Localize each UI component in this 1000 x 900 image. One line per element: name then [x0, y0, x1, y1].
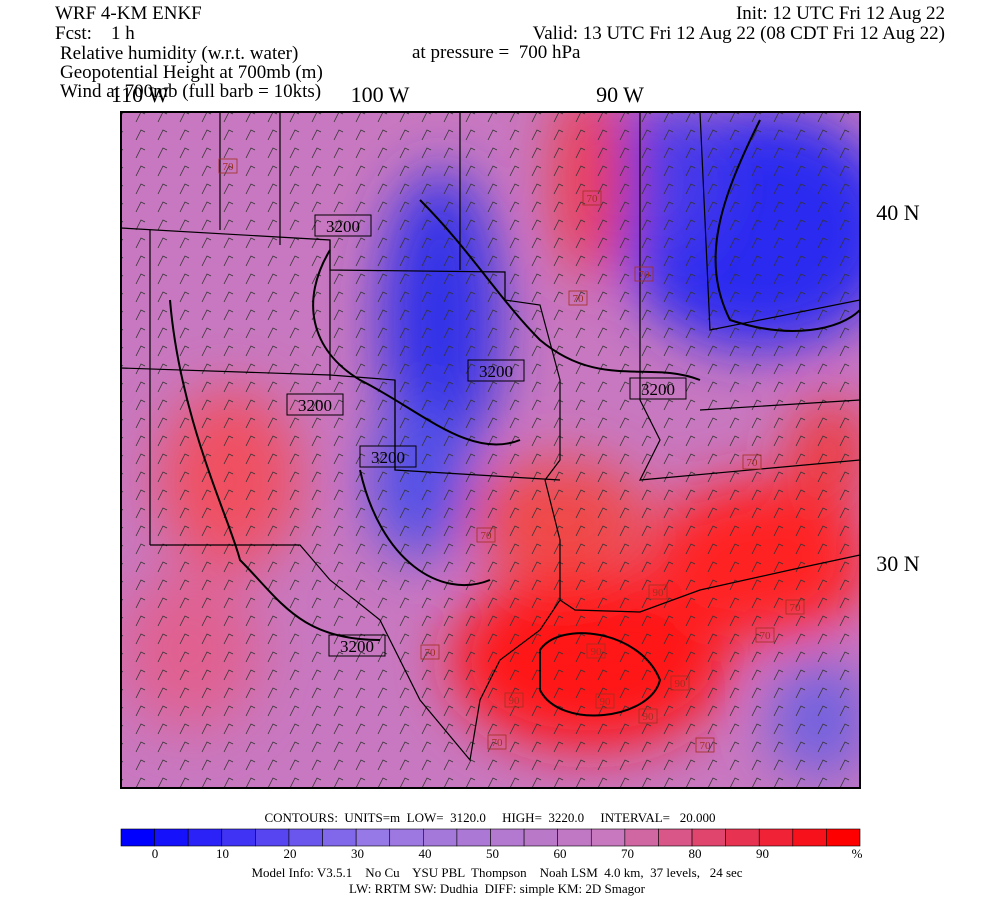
contour-label: 3200 — [326, 217, 360, 236]
contour-label: 3200 — [340, 637, 374, 656]
colorbar-swatch — [355, 828, 391, 847]
contour-label-box — [328, 634, 386, 657]
colorbar-swatch — [725, 828, 760, 847]
field-description: Geopotential Height at 700mb (m) — [60, 62, 323, 83]
field-description: Relative humidity (w.r.t. water) — [60, 43, 298, 64]
rh-label-box — [595, 693, 615, 709]
colorbar-tick-label: 60 — [554, 846, 567, 861]
rh-label-box — [742, 454, 762, 470]
longitude-label: 110 W — [111, 82, 169, 107]
longitude-label: 90 W — [596, 82, 644, 107]
rh-label: 90 — [653, 587, 665, 599]
map-frame — [120, 111, 861, 789]
rh-label-box — [487, 734, 507, 750]
rh-label-box — [218, 158, 238, 174]
rh-label: 70 — [223, 161, 235, 173]
colorbar-swatch — [624, 828, 659, 847]
rh-label: 90 — [675, 678, 687, 690]
colorbar-tick-label: 90 — [756, 846, 769, 861]
rh-label: 70 — [700, 740, 712, 752]
colorbar-swatch — [389, 828, 424, 847]
colorbar-swatch — [423, 828, 458, 847]
contour-label-box — [286, 393, 344, 416]
colorbar-tick-label: 70 — [621, 846, 634, 861]
rh-label-box — [582, 190, 602, 206]
colorbar-tick-label: 40 — [419, 846, 432, 861]
contour-label: 3200 — [641, 380, 675, 399]
colorbar-tick-label: 20 — [284, 846, 297, 861]
rh-label-box — [420, 644, 440, 660]
rh-label: 90 — [591, 646, 603, 658]
contour-label-box — [629, 377, 687, 400]
contour-info: CONTOURS: UNITS=m LOW= 3120.0 HIGH= 3220… — [264, 810, 715, 825]
rh-label: 70 — [639, 269, 651, 281]
colorbar-swatch — [758, 828, 794, 847]
colorbar-swatch — [288, 828, 323, 847]
rh-label-box — [568, 290, 588, 306]
colorbar-tick-label: 0 — [152, 846, 159, 861]
rh-label-box — [648, 584, 668, 600]
colorbar-swatch — [120, 828, 155, 847]
rh-label-box — [785, 599, 805, 615]
rh-label-box — [586, 643, 606, 659]
rh-label-box — [504, 692, 524, 708]
rh-label-box — [755, 627, 775, 643]
colorbar-tick-label: 10 — [216, 846, 229, 861]
colorbar-swatch — [490, 828, 525, 847]
model-name: WRF 4-KM ENKF — [55, 3, 202, 24]
colorbar-swatch — [221, 828, 256, 847]
colorbar-tick-label: 80 — [689, 846, 702, 861]
colorbar — [120, 828, 861, 847]
colorbar-swatch — [658, 828, 693, 847]
colorbar-swatch — [590, 828, 626, 847]
colorbar-swatch — [557, 828, 592, 847]
init-time: Init: 12 UTC Fri 12 Aug 22 — [736, 3, 945, 24]
rh-label: 70 — [481, 530, 493, 542]
model-info: Model Info: V3.5.1 No Cu YSU PBL Thompso… — [251, 865, 742, 880]
field-description: Wind at 700mb (full barb = 10kts) — [60, 81, 321, 102]
rh-label: 70 — [760, 630, 772, 642]
valid-time: Valid: 13 UTC Fri 12 Aug 22 (08 CDT Fri … — [533, 23, 945, 44]
rh-label: 90 — [600, 696, 612, 708]
latitude-label: 40 N — [876, 200, 920, 225]
colorbar-swatch — [456, 828, 491, 847]
rh-label: 70 — [587, 193, 599, 205]
rh-label: 70 — [747, 457, 759, 469]
contour-label: 3200 — [371, 448, 405, 467]
colorbar-swatch — [187, 828, 223, 847]
latitude-label: 30 N — [876, 551, 920, 576]
rh-label: 70 — [492, 737, 504, 749]
longitude-label: 100 W — [351, 82, 410, 107]
rh-label: 70 — [790, 602, 802, 614]
rh-label: 70 — [425, 647, 437, 659]
rh-label-box — [670, 675, 690, 691]
rh-label-box — [634, 266, 654, 282]
colorbar-swatch — [826, 828, 861, 847]
physics-info: LW: RRTM SW: Dudhia DIFF: simple KM: 2D … — [349, 881, 646, 896]
rh-label-box — [695, 737, 715, 753]
contour-label-box — [314, 214, 372, 237]
colorbar-swatch — [523, 828, 558, 847]
contour-label: 3200 — [298, 396, 332, 415]
colorbar-tick-label: 30 — [351, 846, 364, 861]
colorbar-unit: % — [852, 846, 863, 861]
rh-label-box — [638, 708, 658, 724]
colorbar-swatch — [792, 828, 827, 847]
rh-label: 90 — [643, 711, 655, 723]
rh-label: 70 — [573, 293, 585, 305]
colorbar-swatch — [691, 828, 726, 847]
colorbar-swatch — [322, 828, 357, 847]
colorbar-swatch — [154, 828, 189, 847]
contour-label-box — [467, 359, 525, 382]
forecast: Fcst: 1 h — [55, 23, 135, 44]
contour-label: 3200 — [479, 362, 513, 381]
rh-label-box — [476, 527, 496, 543]
rh-label: 90 — [509, 695, 521, 707]
map — [121, 112, 860, 788]
colorbar-tick-label: 50 — [486, 846, 499, 861]
colorbar-swatch — [255, 828, 290, 847]
contour-label-box — [359, 445, 417, 468]
pressure-level: at pressure = 700 hPa — [412, 42, 581, 63]
